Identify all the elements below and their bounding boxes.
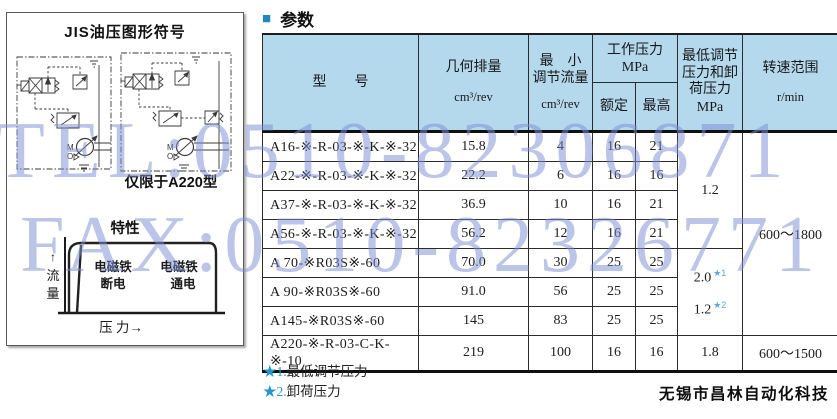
min-flow-cell: 12 bbox=[528, 219, 593, 249]
characteristics-title: 特性 bbox=[110, 221, 140, 237]
rated-cell: 16 bbox=[592, 219, 636, 249]
min-flow-cell: 10 bbox=[528, 190, 593, 220]
col-header-min-adjust-pressure: 最低调节压力和卸荷压力 MPa bbox=[677, 33, 743, 133]
speed-range-cell: 600～1500 bbox=[742, 335, 837, 373]
displacement-cell: 70.0 bbox=[418, 248, 529, 278]
characteristics-chart: ↑ 流 量 电磁铁 断电 电磁铁 通电 压 力→ bbox=[41, 233, 233, 348]
table-row: A220-※-R-03-C-K-※-10 219 100 16 16 1.8 6… bbox=[262, 335, 837, 373]
col-header-model: 型 号 bbox=[262, 33, 419, 133]
table-row: A145-※R03S※-60 145 83 25 25 bbox=[262, 306, 837, 336]
company-name: 无锡市昌林自动化科技 bbox=[658, 386, 829, 403]
min-flow-cell: 6 bbox=[528, 161, 593, 191]
model-cell: A220-※-R-03-C-K-※-10 bbox=[262, 335, 419, 373]
max-cell: 16 bbox=[635, 335, 678, 373]
jis-symbol-panel: JIS油压图形符号 bbox=[6, 12, 244, 346]
speed-range-cell: 600～1800 bbox=[742, 131, 837, 336]
max-cell: 21 bbox=[635, 131, 678, 162]
table-row: A22-※-R-03-※-K-※-32 22.2 6 16 16 bbox=[262, 161, 837, 191]
y-axis-label-2: 量 bbox=[46, 286, 59, 301]
col-header-working-pressure: 工作压力 MPa bbox=[592, 33, 678, 83]
rated-cell: 16 bbox=[592, 190, 636, 220]
rated-cell: 25 bbox=[592, 306, 636, 336]
displacement-cell: 56.2 bbox=[418, 219, 529, 249]
displacement-cell: 15.8 bbox=[418, 131, 529, 162]
jis-panel-title: JIS油压图形符号 bbox=[64, 24, 186, 41]
section-title: ■ 参数 bbox=[262, 6, 314, 31]
max-cell: 21 bbox=[635, 219, 678, 249]
header-row-2: 额定 最高 bbox=[263, 82, 837, 133]
col-header-displacement: 几何排量 cm³/rev bbox=[418, 33, 529, 133]
model-cell: A 90-※R03S※-60 bbox=[262, 277, 419, 307]
col-header-min-flow: 最 小 调节流量 cm³/rev bbox=[528, 33, 593, 133]
rated-cell: 25 bbox=[592, 248, 636, 278]
model-cell: A145-※R03S※-60 bbox=[262, 306, 419, 336]
a220-restriction-note: 仅限于A220型 bbox=[124, 175, 218, 191]
curve-solenoid-on bbox=[67, 241, 218, 313]
section-bullet-icon: ■ bbox=[262, 10, 272, 27]
solenoid-off-label-1: 电磁铁 bbox=[94, 259, 132, 274]
solenoid-on-label-2: 通电 bbox=[170, 276, 196, 291]
svg-text:M: M bbox=[67, 143, 74, 152]
footnote-1-marker: ★1. bbox=[263, 364, 287, 379]
footnote-1-text: 最低调节压力 bbox=[286, 364, 368, 379]
min-flow-cell: 83 bbox=[528, 306, 593, 336]
rated-cell: 16 bbox=[592, 161, 636, 191]
footnote-ref-2: ★2 bbox=[713, 300, 727, 310]
table-row: A37-※-R-03-※-K-※-32 36.9 10 16 21 bbox=[262, 190, 837, 220]
min-adjust-pressure-cell: 1.2 bbox=[677, 131, 743, 249]
min-adjust-pressure-cell: 2.0 ★1 1.2 ★2 bbox=[677, 248, 743, 336]
model-cell: A56-※-R-03-※-K-※-32 bbox=[262, 219, 419, 249]
solenoid-on-label-1: 电磁铁 bbox=[160, 259, 198, 274]
col-header-max: 最高 bbox=[635, 82, 678, 133]
footnote-1: ★1.最低调节压力 bbox=[263, 362, 368, 382]
max-cell: 25 bbox=[635, 306, 678, 336]
footnote-2-marker: ★2. bbox=[263, 384, 287, 399]
min-flow-cell: 56 bbox=[528, 277, 593, 307]
svg-text:M: M bbox=[167, 143, 174, 152]
footnote-2-text: 卸荷压力 bbox=[286, 384, 341, 399]
displacement-cell: 36.9 bbox=[418, 190, 529, 220]
table-row: A16-※-R-03-※-K-※-32 15.8 4 16 21 1.2 600… bbox=[262, 131, 837, 336]
model-cell: A16-※-R-03-※-K-※-32 bbox=[262, 131, 419, 162]
x-axis-label: 压 力→ bbox=[99, 320, 143, 335]
table-row: A56-※-R-03-※-K-※-32 56.2 12 16 21 bbox=[262, 219, 837, 249]
section-title-text: 参数 bbox=[280, 11, 315, 30]
footnote-2: ★2.卸荷压力 bbox=[263, 382, 368, 402]
header-row-1: 型 号 几何排量 cm³/rev 最 小 调节流量 cm³/rev 工作压力 M… bbox=[262, 33, 837, 133]
footnote-ref-1: ★1 bbox=[713, 268, 727, 279]
min-flow-cell: 30 bbox=[528, 248, 593, 278]
rated-cell: 16 bbox=[592, 131, 636, 162]
displacement-cell: 22.2 bbox=[418, 161, 529, 191]
col-header-rated: 额定 bbox=[592, 82, 636, 133]
max-cell: 21 bbox=[635, 190, 678, 220]
displacement-cell: 219 bbox=[418, 335, 529, 373]
hydraulic-symbol-diagram-b: M O bbox=[119, 47, 237, 184]
hydraulic-symbol-diagram-a: M O bbox=[15, 51, 115, 182]
curve-solenoid-off bbox=[75, 244, 83, 314]
rated-cell: 16 bbox=[592, 335, 636, 373]
model-cell: A 70-※R03S※-60 bbox=[262, 248, 419, 278]
footnotes: ★1.最低调节压力 ★2.卸荷压力 bbox=[263, 362, 368, 402]
max-cell: 25 bbox=[635, 248, 678, 278]
model-cell: A22-※-R-03-※-K-※-32 bbox=[262, 161, 419, 191]
y-axis-label-1: 流 bbox=[46, 268, 59, 283]
model-cell: A37-※-R-03-※-K-※-32 bbox=[262, 190, 419, 220]
solenoid-off-label-2: 断电 bbox=[100, 276, 126, 291]
displacement-cell: 91.0 bbox=[418, 277, 529, 307]
svg-text:O: O bbox=[167, 152, 173, 161]
parameters-table: 型 号 几何排量 cm³/rev 最 小 调节流量 cm³/rev 工作压力 M… bbox=[262, 33, 837, 373]
min-flow-cell: 100 bbox=[528, 335, 593, 373]
col-header-speed-range: 转速范围 r/min bbox=[742, 33, 837, 133]
max-cell: 16 bbox=[635, 161, 678, 191]
y-axis-arrow: ↑ bbox=[50, 250, 56, 264]
table-row: A 70-※R03S※-60 70.0 30 25 25 2.0 ★1 1.2 ★2 bbox=[262, 248, 837, 336]
min-flow-cell: 4 bbox=[528, 131, 593, 162]
rated-cell: 25 bbox=[592, 277, 636, 307]
svg-text:O: O bbox=[67, 152, 73, 161]
max-cell: 25 bbox=[635, 277, 678, 307]
displacement-cell: 145 bbox=[418, 306, 529, 336]
min-adjust-pressure-cell: 1.8 bbox=[677, 335, 743, 373]
